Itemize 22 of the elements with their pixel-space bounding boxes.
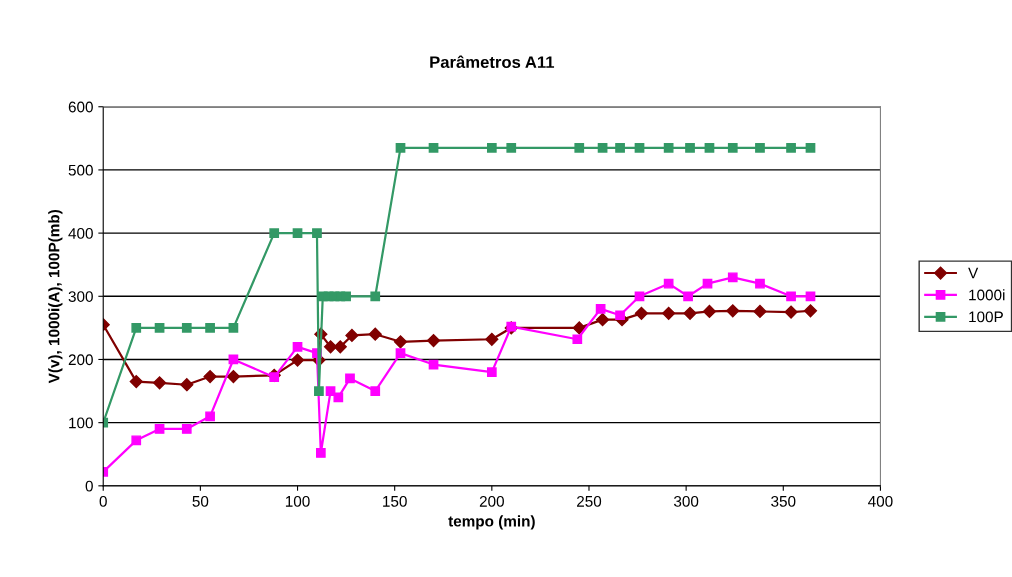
x-tick-label: 250 [577, 495, 602, 507]
y-tick-label: 500 [68, 164, 93, 176]
x-tick-label: 300 [673, 495, 699, 507]
y-tick-label: 200 [68, 354, 93, 366]
y-tick-label: 300 [68, 291, 93, 302]
x-tick-label: 150 [383, 495, 407, 507]
x-tick-label: 100 [285, 495, 310, 507]
chart-title: Parâmetros A11 [430, 55, 555, 69]
x-tick-label: 400 [868, 495, 893, 507]
x-axis-title: tempo (min) [448, 515, 535, 530]
y-tick-label: 400 [68, 227, 93, 239]
y-tick-label: 100 [69, 417, 93, 429]
y-tick-label: 0 [85, 480, 93, 492]
y-tick-label: 600 [68, 101, 93, 113]
x-tick-label: 350 [771, 495, 796, 507]
x-tick-label: 200 [479, 495, 504, 507]
legend-label: 1000i [969, 289, 1005, 301]
x-tick-label: 0 [99, 495, 107, 507]
legend-label: 100P [969, 311, 1003, 323]
x-tick-label: 50 [192, 495, 209, 507]
legend-label: V [968, 267, 979, 279]
y-axis-title: V(v), 1000i(A), 100P(mb) [48, 210, 63, 384]
